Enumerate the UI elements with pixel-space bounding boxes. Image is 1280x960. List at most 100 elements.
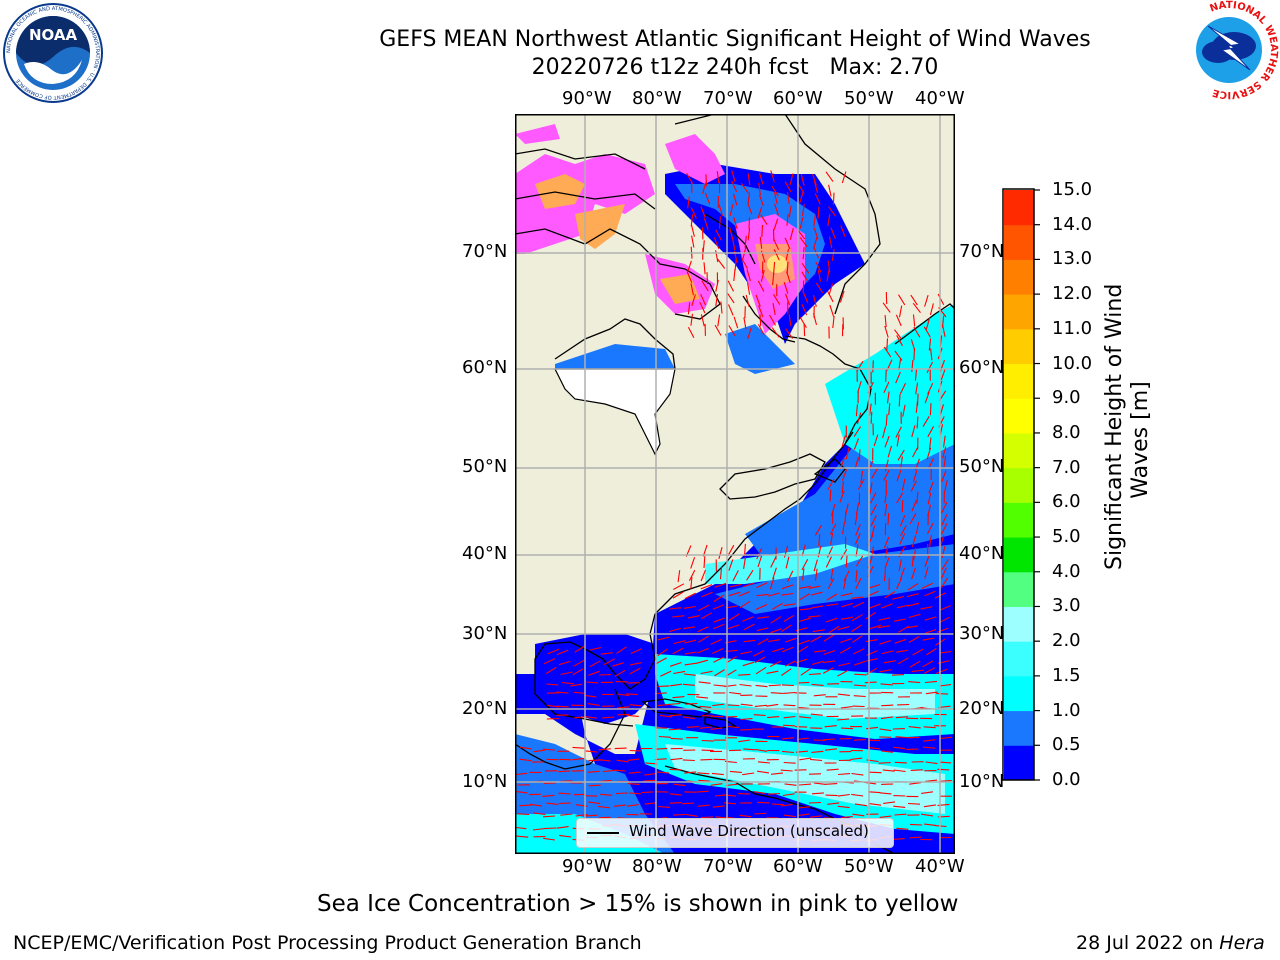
wind-wave-arrow xyxy=(684,771,697,774)
wind-wave-arrow xyxy=(783,761,796,764)
wind-wave-arrow xyxy=(893,805,906,808)
wind-wave-arrow xyxy=(913,348,916,361)
wind-wave-arrow xyxy=(799,593,811,601)
wind-wave-arrow xyxy=(823,634,835,642)
wind-wave-arrow xyxy=(767,716,780,719)
wind-wave-arrow xyxy=(839,737,852,740)
wind-wave-arrow xyxy=(852,635,863,643)
lat-label-left: 50°N xyxy=(462,456,508,477)
wind-wave-arrow xyxy=(929,303,934,316)
wind-wave-arrow xyxy=(909,782,922,785)
wind-wave-arrow xyxy=(672,696,685,699)
wind-wave-arrow xyxy=(683,605,696,609)
wind-wave-arrow xyxy=(727,280,734,292)
wind-wave-arrow xyxy=(786,261,789,274)
wind-wave-arrow xyxy=(924,680,938,684)
wind-wave-arrow xyxy=(768,639,780,643)
wind-wave-arrow xyxy=(870,411,873,424)
wind-wave-arrow xyxy=(908,636,920,643)
wind-wave-arrow xyxy=(856,412,862,425)
colorbar-tick-label: 14.0 xyxy=(1052,213,1093,235)
wind-wave-arrow xyxy=(556,705,569,708)
wind-wave-arrow xyxy=(723,794,737,797)
wind-wave-arrow xyxy=(684,639,697,644)
wind-wave-arrow xyxy=(628,771,641,774)
wind-wave-arrow xyxy=(830,504,836,516)
colorbar-tick-label: 10.0 xyxy=(1052,352,1093,374)
wind-wave-arrow xyxy=(773,249,780,261)
wind-wave-arrow xyxy=(533,749,546,753)
wind-wave-arrow xyxy=(884,315,887,328)
map-panel xyxy=(515,114,955,854)
wind-wave-arrow xyxy=(700,584,713,590)
wind-wave-arrow xyxy=(716,171,720,184)
wind-wave-arrow xyxy=(726,292,735,304)
wind-wave-arrow xyxy=(841,727,854,730)
colorbar-segment xyxy=(1004,467,1034,503)
wind-wave-arrow xyxy=(543,658,556,665)
wind-wave-arrow xyxy=(829,523,837,535)
wind-wave-arrow xyxy=(860,471,864,483)
wind-wave-arrow xyxy=(939,605,951,611)
wind-wave-arrow xyxy=(813,227,819,240)
wind-wave-arrow xyxy=(677,570,681,583)
wind-wave-arrow xyxy=(870,492,877,504)
wind-wave-arrow xyxy=(697,604,710,612)
wind-wave-arrow xyxy=(782,750,795,754)
wind-wave-arrow xyxy=(545,666,557,675)
wind-wave-arrow xyxy=(941,514,948,526)
wind-wave-arrow xyxy=(882,769,895,772)
wind-wave-arrow xyxy=(796,737,809,741)
wind-wave-arrow xyxy=(690,313,694,326)
wind-wave-arrow xyxy=(673,813,686,816)
wind-wave-arrow xyxy=(781,684,794,687)
wind-wave-arrow xyxy=(742,772,755,776)
wind-wave-arrow xyxy=(907,582,919,591)
wind-wave-arrow xyxy=(810,758,823,762)
colorbar-tick-label: 12.0 xyxy=(1052,283,1093,305)
wind-wave-arrow xyxy=(895,426,902,438)
lat-label-left: 20°N xyxy=(462,698,508,719)
wind-wave-arrow xyxy=(801,559,809,571)
wind-wave-arrow xyxy=(700,293,707,306)
wind-wave-arrow xyxy=(799,716,812,719)
colorbar-segment xyxy=(1004,537,1034,573)
wind-wave-arrow xyxy=(712,805,725,808)
lat-label-left: 30°N xyxy=(462,623,508,644)
lat-label-left: 40°N xyxy=(462,543,508,564)
wind-wave-arrow xyxy=(896,649,909,653)
wind-wave-arrow xyxy=(745,294,750,307)
wind-wave-arrow xyxy=(733,217,738,230)
legend-label: Wind Wave Direction (unscaled) xyxy=(629,822,869,840)
lon-label-bottom: 80°W xyxy=(632,856,682,877)
wind-wave-arrow xyxy=(818,534,821,547)
wind-wave-arrow xyxy=(786,191,790,204)
wind-wave-arrow xyxy=(690,576,693,589)
colorbar-segment xyxy=(1004,675,1034,712)
wind-wave-arrow xyxy=(630,662,643,666)
wind-wave-arrow xyxy=(711,772,724,776)
wind-wave-arrow xyxy=(758,194,764,207)
wind-wave-arrow xyxy=(808,801,821,804)
wind-wave-arrow xyxy=(869,803,882,806)
wind-wave-arrow xyxy=(882,302,891,313)
wind-wave-arrow xyxy=(843,577,847,590)
colorbar-tick-label: 2.0 xyxy=(1052,630,1081,652)
colorbar-segment xyxy=(1004,571,1034,607)
lat-label-right: 30°N xyxy=(959,623,1005,644)
wind-wave-arrow xyxy=(670,737,683,740)
lat-label-left: 60°N xyxy=(462,357,508,378)
wind-wave-arrow xyxy=(728,559,734,571)
wind-wave-arrow xyxy=(893,618,907,622)
wind-wave-arrow xyxy=(831,248,835,261)
wind-wave-arrow xyxy=(731,170,736,183)
wind-wave-arrow xyxy=(828,283,834,296)
wind-wave-arrow xyxy=(744,235,747,248)
colorbar-tick-label: 1.0 xyxy=(1052,699,1081,721)
wind-wave-arrow xyxy=(924,590,936,597)
wind-wave-arrow xyxy=(788,205,792,218)
lon-label-top: 80°W xyxy=(632,88,682,109)
wind-wave-arrow xyxy=(753,650,765,657)
noaa-logo: NOAA NATIONAL OCEANIC AND ATMOSPHERIC AD… xyxy=(3,3,103,103)
wind-wave-arrow xyxy=(811,683,824,686)
